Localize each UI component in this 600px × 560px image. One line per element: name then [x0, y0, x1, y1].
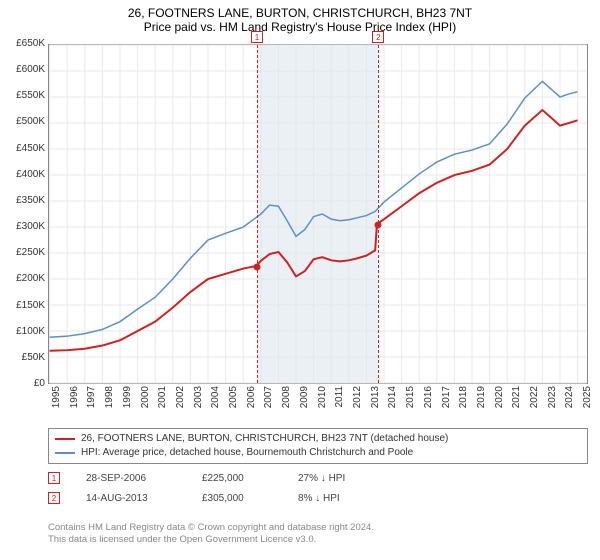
event-price-1: £225,000 — [202, 473, 272, 484]
x-tick-label: 2019 — [476, 386, 487, 416]
x-tick-label: 2000 — [140, 386, 151, 416]
marker-dot-1 — [254, 264, 261, 271]
y-tick-label: £250K — [5, 247, 45, 258]
legend-row-price-paid: 26, FOOTNERS LANE, BURTON, CHRISTCHURCH,… — [55, 432, 581, 446]
x-tick-label: 2020 — [494, 386, 505, 416]
marker-box-2: 2 — [372, 31, 384, 43]
y-tick-label: £350K — [5, 195, 45, 206]
x-tick-label: 2021 — [511, 386, 522, 416]
y-tick-label: £500K — [5, 116, 45, 127]
y-tick-label: £550K — [5, 90, 45, 101]
event-row-2: 2 14-AUG-2013 £305,000 8% ↓ HPI — [48, 492, 588, 504]
y-tick-label: £150K — [5, 300, 45, 311]
x-tick-label: 2017 — [441, 386, 452, 416]
y-tick-label: £450K — [5, 143, 45, 154]
marker-box-1: 1 — [251, 31, 263, 43]
x-tick-label: 2007 — [263, 386, 274, 416]
attribution-line1: Contains HM Land Registry data © Crown c… — [48, 522, 588, 534]
x-tick-label: 2014 — [387, 386, 398, 416]
x-tick-label: 2012 — [352, 386, 363, 416]
x-tick-label: 2001 — [157, 386, 168, 416]
x-tick-label: 2016 — [423, 386, 434, 416]
x-tick-label: 1999 — [122, 386, 133, 416]
x-tick-label: 2005 — [228, 386, 239, 416]
event-date-2: 14-AUG-2013 — [86, 493, 176, 504]
x-tick-label: 2002 — [175, 386, 186, 416]
chart-container: 26, FOOTNERS LANE, BURTON, CHRISTCHURCH,… — [0, 0, 600, 560]
y-tick-label: £100K — [5, 326, 45, 337]
event-price-2: £305,000 — [202, 493, 272, 504]
x-tick-label: 2015 — [405, 386, 416, 416]
event-row-1: 1 28-SEP-2006 £225,000 27% ↓ HPI — [48, 472, 588, 484]
legend-swatch-price-paid — [55, 438, 75, 440]
x-tick-label: 2022 — [529, 386, 540, 416]
x-tick-label: 2010 — [317, 386, 328, 416]
x-tick-label: 2013 — [370, 386, 381, 416]
attribution-line2: This data is licensed under the Open Gov… — [48, 534, 588, 546]
marker-line-2 — [378, 45, 379, 383]
y-tick-label: £400K — [5, 169, 45, 180]
chart-plot-area: 12 — [48, 44, 588, 384]
y-tick-label: £0 — [5, 378, 45, 389]
x-tick-label: 1998 — [104, 386, 115, 416]
legend-swatch-hpi — [55, 452, 75, 454]
x-tick-label: 2025 — [582, 386, 593, 416]
event-delta-2: 8% ↓ HPI — [298, 493, 388, 504]
y-tick-label: £600K — [5, 64, 45, 75]
legend-box: 26, FOOTNERS LANE, BURTON, CHRISTCHURCH,… — [48, 428, 588, 464]
x-tick-label: 2018 — [458, 386, 469, 416]
x-tick-label: 1996 — [69, 386, 80, 416]
y-tick-label: £300K — [5, 221, 45, 232]
title-address: 26, FOOTNERS LANE, BURTON, CHRISTCHURCH,… — [10, 6, 590, 20]
x-tick-label: 2003 — [193, 386, 204, 416]
x-tick-label: 2008 — [281, 386, 292, 416]
legend-row-hpi: HPI: Average price, detached house, Bour… — [55, 446, 581, 460]
x-tick-label: 2023 — [547, 386, 558, 416]
y-tick-label: £50K — [5, 352, 45, 363]
title-subtitle: Price paid vs. HM Land Registry's House … — [10, 20, 590, 34]
events-table: 1 28-SEP-2006 £225,000 27% ↓ HPI 2 14-AU… — [48, 472, 588, 512]
legend-label-price-paid: 26, FOOTNERS LANE, BURTON, CHRISTCHURCH,… — [81, 432, 448, 446]
x-tick-label: 1995 — [51, 386, 62, 416]
legend-label-hpi: HPI: Average price, detached house, Bour… — [81, 446, 413, 460]
event-delta-1: 27% ↓ HPI — [298, 473, 388, 484]
x-tick-label: 2011 — [334, 386, 345, 416]
y-tick-label: £200K — [5, 273, 45, 284]
marker-line-1 — [257, 45, 258, 383]
event-marker-2: 2 — [48, 492, 60, 504]
x-tick-label: 2024 — [564, 386, 575, 416]
series-lines — [49, 45, 587, 383]
x-tick-label: 2006 — [246, 386, 257, 416]
x-tick-label: 1997 — [86, 386, 97, 416]
x-tick-label: 2009 — [299, 386, 310, 416]
event-marker-1: 1 — [48, 472, 60, 484]
marker-dot-2 — [375, 222, 382, 229]
y-tick-label: £650K — [5, 38, 45, 49]
x-tick-label: 2004 — [210, 386, 221, 416]
event-date-1: 28-SEP-2006 — [86, 473, 176, 484]
title-block: 26, FOOTNERS LANE, BURTON, CHRISTCHURCH,… — [0, 0, 600, 36]
attribution: Contains HM Land Registry data © Crown c… — [48, 522, 588, 547]
